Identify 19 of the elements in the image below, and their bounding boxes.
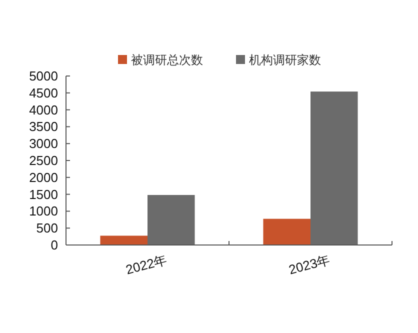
bar: [310, 92, 358, 245]
bar: [100, 236, 148, 245]
x-tick-label: 2023年: [287, 252, 332, 278]
bar: [148, 194, 195, 245]
y-tick-label: 3500: [29, 119, 58, 134]
y-tick-label: 4500: [29, 85, 58, 100]
y-tick-label: 4000: [29, 102, 58, 118]
x-tick-label: 2022年: [124, 252, 169, 278]
y-tick-label: 2500: [29, 153, 58, 168]
y-tick-label: 500: [36, 220, 58, 236]
legend-label: 机构调研家数: [249, 53, 321, 67]
y-tick-label: 1500: [29, 186, 58, 202]
y-tick-label: 5000: [29, 68, 58, 84]
legend-label: 被调研总次数: [131, 53, 203, 67]
y-tick-label: 1000: [29, 204, 58, 219]
bar: [263, 218, 310, 245]
y-tick-label: 3000: [29, 136, 58, 152]
y-tick-label: 2000: [29, 170, 58, 185]
y-tick-label: 0: [50, 238, 58, 252]
